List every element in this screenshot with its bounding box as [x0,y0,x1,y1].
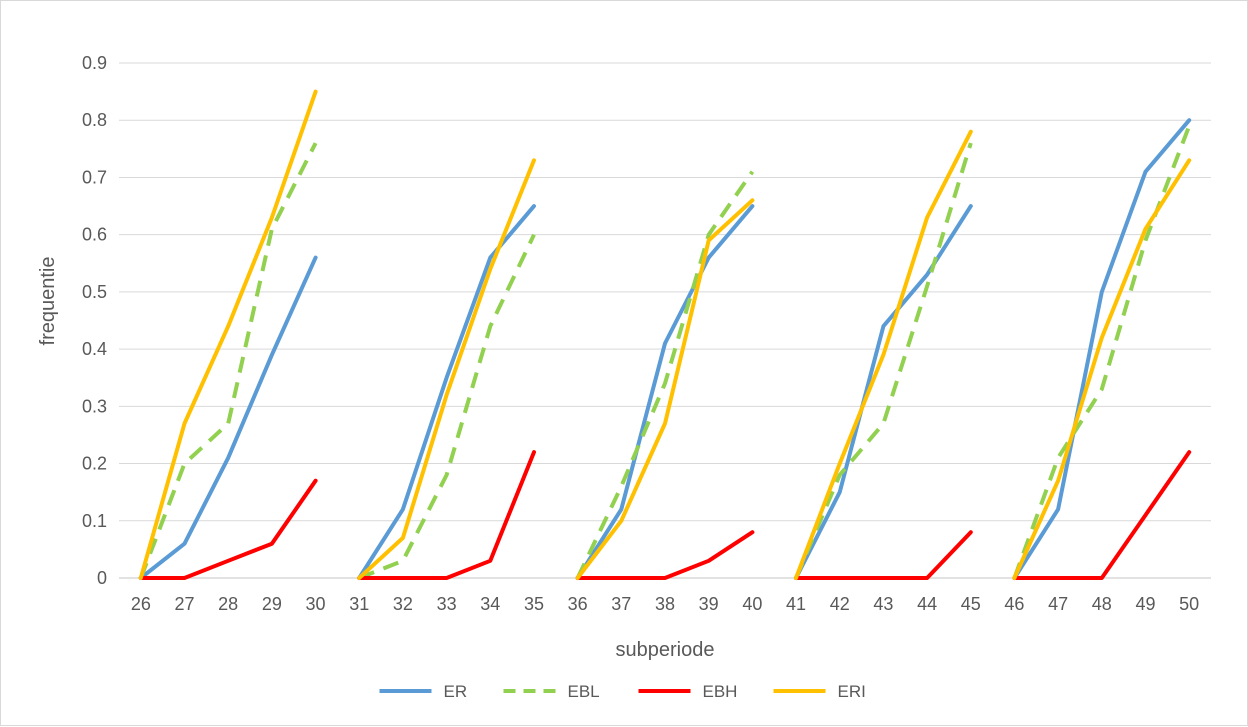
x-tick-label: 32 [393,594,413,614]
series-line-eri [1012,158,1192,580]
x-tick-label: 28 [218,594,238,614]
x-tick-label: 42 [830,594,850,614]
x-tick-label: 39 [699,594,719,614]
y-tick-label: 0.9 [82,53,107,73]
y-tick-label: 0.5 [82,282,107,302]
x-tick-label: 44 [917,594,937,614]
series-line-eri [575,198,755,580]
series-ebh [138,450,1192,580]
x-tick-label: 33 [437,594,457,614]
legend-item-ebl: EBL [503,682,600,701]
x-tick-label: 43 [873,594,893,614]
series-line-eri [357,158,536,580]
y-tick-label: 0.2 [82,454,107,474]
x-tick-label: 31 [349,594,369,614]
series-lines [138,89,1192,580]
y-axis-ticks: 0 0.1 0.2 0.3 0.4 0.5 0.6 0.7 0.8 0.9 [82,53,107,588]
x-tick-label: 48 [1092,594,1112,614]
legend-label: EBH [703,682,738,701]
legend-item-ebh: EBH [638,682,738,701]
x-tick-label: 38 [655,594,675,614]
series-line-ebh [357,450,536,580]
y-tick-label: 0.4 [82,339,107,359]
x-axis-ticks: 26 27 28 29 30 31 32 33 34 35 36 37 38 39 40 41 42 43 44 45… [131,594,1199,614]
x-tick-label: 36 [568,594,588,614]
series-line-ebh [575,530,755,580]
series-line-er [1012,118,1192,580]
x-tick-label: 45 [961,594,981,614]
series-line-ebh [138,478,318,580]
legend-label: EBL [568,682,600,701]
series-line-ebl [358,233,536,580]
series-line-er [794,204,973,580]
x-tick-label: 26 [131,594,151,614]
x-tick-label: 34 [480,594,500,614]
legend-item-eri: ERI [773,682,866,701]
y-axis-title: frequentie [37,257,59,346]
series-line-ebl [575,170,755,579]
series-er [138,118,1192,580]
series-line-er [357,204,536,580]
x-tick-label: 47 [1048,594,1068,614]
series-line-er [138,255,318,580]
x-tick-label: 41 [786,594,806,614]
legend-label: ER [444,682,468,701]
y-tick-label: 0.8 [82,110,107,130]
x-tick-label: 27 [175,594,195,614]
x-tick-label: 49 [1135,594,1155,614]
x-tick-label: 46 [1004,594,1024,614]
x-tick-label: 50 [1179,594,1199,614]
legend-label: ERI [838,682,866,701]
series-line-ebh [794,530,973,580]
y-tick-label: 0 [97,568,107,588]
x-tick-label: 40 [742,594,762,614]
series-eri [138,89,1192,580]
series-line-eri [794,129,973,580]
series-line-ebl [138,142,318,579]
series-line-ebh [1012,450,1192,580]
x-tick-label: 35 [524,594,544,614]
y-tick-label: 0.7 [82,167,107,187]
series-line-eri [138,89,318,580]
series-line-ebl [794,142,973,579]
gridlines [119,62,1211,522]
y-tick-label: 0.6 [82,225,107,245]
x-tick-label: 37 [611,594,631,614]
x-tick-label: 30 [306,594,326,614]
x-tick-label: 29 [262,594,282,614]
series-line-ebl [1012,125,1192,579]
x-axis-title: subperiode [616,639,715,661]
series-ebl [138,125,1192,580]
legend-item-er: ER [379,682,468,701]
y-tick-label: 0.3 [82,396,107,416]
y-tick-label: 0.1 [82,511,107,531]
legend: ER EBL EBH ERI [379,682,866,701]
series-line-er [575,204,755,580]
